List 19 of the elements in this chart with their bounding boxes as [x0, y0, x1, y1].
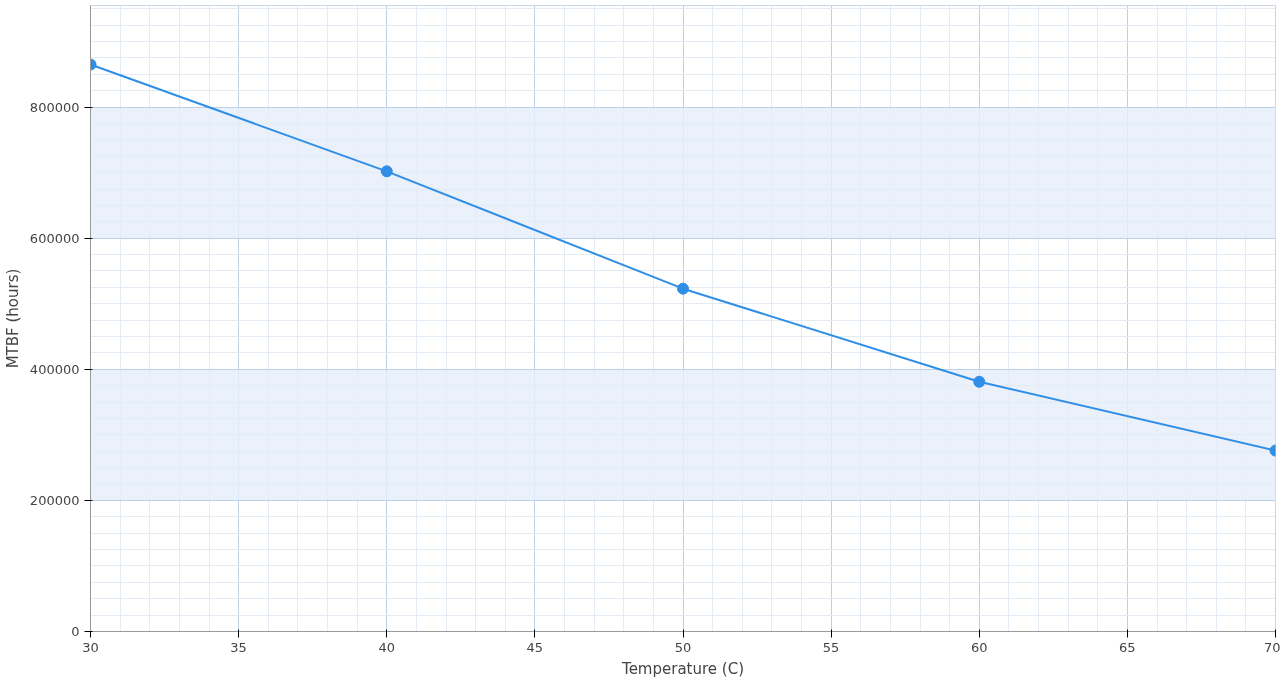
y-tick-label: 200000 [29, 492, 80, 508]
y-tick-label: 0 [71, 624, 80, 639]
x-tick-label: 60 [970, 639, 988, 655]
y-tick-label: 800000 [29, 99, 80, 115]
x-axis-title: Temperature (C) [621, 659, 744, 678]
x-tick-label: 65 [1119, 639, 1136, 655]
y-tick-label: 600000 [29, 230, 80, 246]
y-tick-label: 400000 [29, 361, 80, 377]
x-tick-label: 50 [674, 639, 692, 655]
x-tick-label: 70 [1263, 639, 1281, 655]
x-tick-label: 30 [82, 639, 99, 655]
point [973, 375, 986, 388]
x-tick-label: 35 [230, 639, 247, 655]
point [380, 165, 393, 178]
x-tick-label: 45 [526, 639, 544, 655]
x-tick-label: 55 [822, 639, 840, 655]
point [677, 282, 689, 295]
y-axis-title: MTBF (hours) [3, 268, 22, 369]
x-tick-label: 40 [378, 639, 396, 655]
